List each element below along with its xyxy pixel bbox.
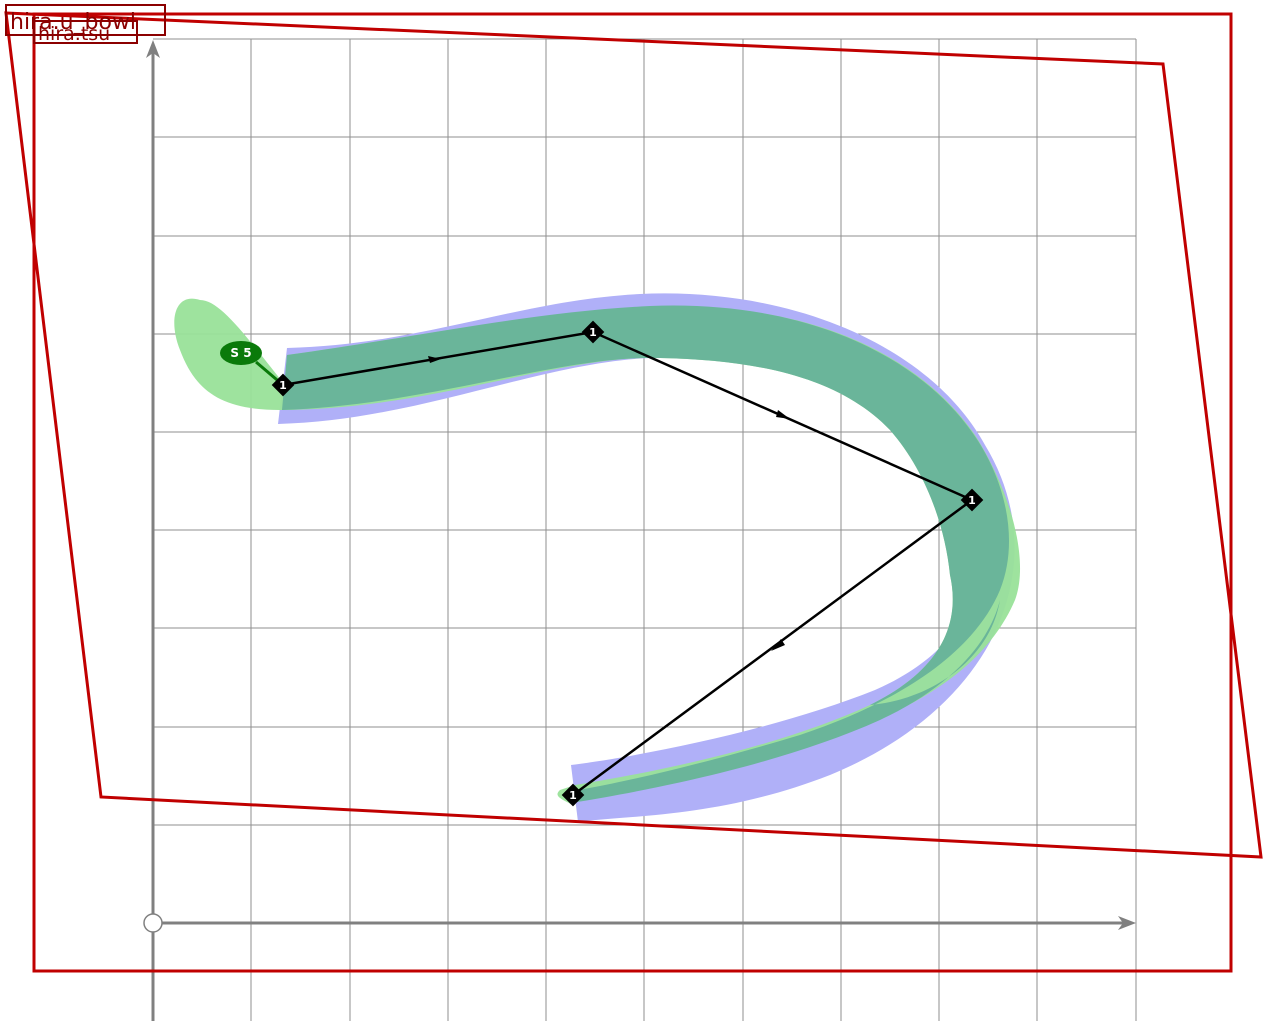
x-axis-arrow-icon — [1118, 916, 1136, 930]
direction-arrows — [428, 356, 790, 651]
inner-box-tag: hira.tsu — [33, 20, 138, 45]
outer-box[interactable] — [4, 11, 1263, 859]
outer-box-label: hira.u_bowl — [10, 10, 136, 35]
control-node-label: 1 — [589, 326, 597, 339]
axes — [143, 40, 1136, 1021]
control-node-label: 1 — [569, 789, 577, 802]
stroke-band-overlap — [282, 305, 1010, 802]
direction-arrow-icon — [776, 410, 790, 419]
control-node-label: 1 — [968, 494, 976, 507]
stroke-tag-label: S 5 — [230, 346, 251, 360]
stroke-tag[interactable] — [220, 341, 262, 365]
direction-arrow-icon — [771, 639, 785, 651]
origin-marker[interactable] — [143, 913, 163, 933]
control-node-label: 1 — [279, 379, 287, 392]
direction-arrow-icon — [428, 356, 441, 363]
inner-box-label: hira.tsu — [38, 23, 110, 45]
y-axis-arrow-icon — [146, 40, 160, 58]
inner-box[interactable] — [32, 12, 1233, 973]
outer-box-tag: hira.u_bowl — [5, 4, 166, 36]
